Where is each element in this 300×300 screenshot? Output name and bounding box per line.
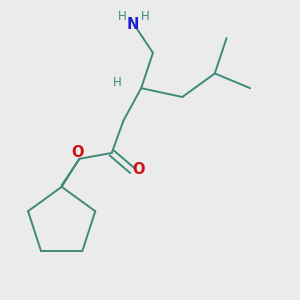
Text: H: H [118, 10, 126, 22]
Text: O: O [72, 145, 84, 160]
Text: H: H [141, 10, 150, 22]
Text: H: H [113, 76, 122, 89]
Text: O: O [133, 162, 145, 177]
Text: N: N [126, 17, 139, 32]
